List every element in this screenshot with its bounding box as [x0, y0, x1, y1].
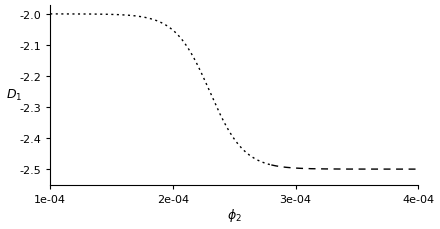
X-axis label: $\phi_2$: $\phi_2$	[227, 207, 242, 224]
Y-axis label: $D_1$: $D_1$	[6, 88, 22, 103]
